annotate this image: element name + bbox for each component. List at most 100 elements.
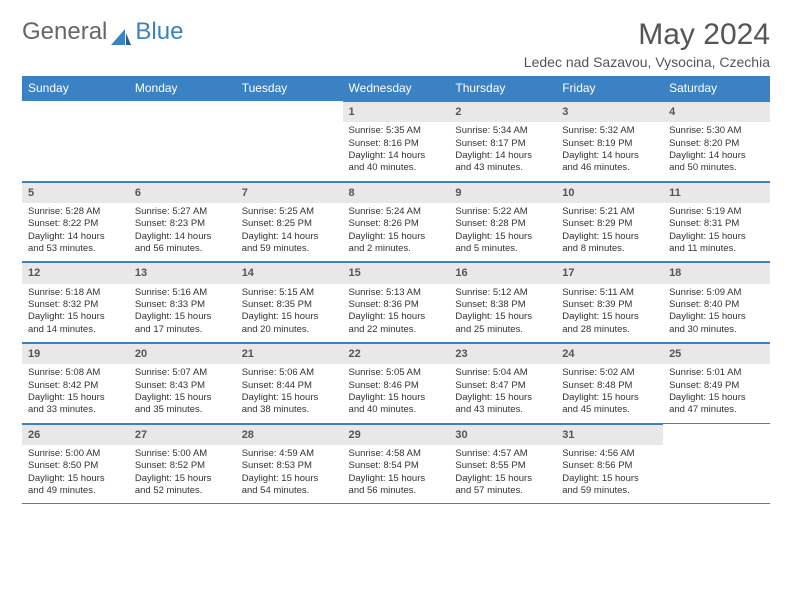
- weekday-header: Wednesday: [343, 76, 450, 101]
- sunset-line: Sunset: 8:25 PM: [242, 218, 312, 229]
- calendar-day-cell: 29Sunrise: 4:58 AMSunset: 8:54 PMDayligh…: [343, 423, 450, 504]
- calendar-day-cell: 13Sunrise: 5:16 AMSunset: 8:33 PMDayligh…: [129, 262, 236, 343]
- sunset-line: Sunset: 8:44 PM: [242, 380, 312, 391]
- daylight-line: Daylight: 15 hours and 11 minutes.: [669, 231, 746, 254]
- sunrise-line: Sunrise: 5:34 AM: [455, 125, 527, 136]
- day-number: 28: [236, 424, 343, 445]
- sunset-line: Sunset: 8:20 PM: [669, 138, 739, 149]
- sunrise-line: Sunrise: 5:30 AM: [669, 125, 741, 136]
- sunrise-line: Sunrise: 5:02 AM: [562, 367, 634, 378]
- sunset-line: Sunset: 8:49 PM: [669, 380, 739, 391]
- day-details: Sunrise: 5:19 AMSunset: 8:31 PMDaylight:…: [663, 203, 770, 261]
- sunset-line: Sunset: 8:29 PM: [562, 218, 632, 229]
- day-details: Sunrise: 5:34 AM Sunset: 8:17 PMDaylight:…: [449, 122, 556, 180]
- daylight-line: Daylight: 15 hours and 33 minutes.: [28, 392, 105, 415]
- sunset-line: Sunset: 8:17 PM: [455, 138, 525, 149]
- day-details: Sunrise: 4:58 AMSunset: 8:54 PMDaylight:…: [343, 445, 450, 503]
- calendar-day-cell: 24Sunrise: 5:02 AMSunset: 8:48 PMDayligh…: [556, 343, 663, 424]
- day-number: 4: [663, 101, 770, 122]
- daylight-line: Daylight: 15 hours and 54 minutes.: [242, 473, 319, 496]
- day-details: Sunrise: 5:28 AMSunset: 8:22 PMDaylight:…: [22, 203, 129, 261]
- calendar-week-row: 12Sunrise: 5:18 AMSunset: 8:32 PMDayligh…: [22, 262, 770, 343]
- calendar-day-cell: 8Sunrise: 5:24 AMSunset: 8:26 PMDaylight…: [343, 181, 450, 262]
- day-details: Sunrise: 5:32 AMSunset: 8:19 PMDaylight:…: [556, 122, 663, 180]
- calendar-empty-cell: [129, 101, 236, 182]
- daylight-line: Daylight: 15 hours and 49 minutes.: [28, 473, 105, 496]
- calendar-week-row: 5Sunrise: 5:28 AMSunset: 8:22 PMDaylight…: [22, 181, 770, 262]
- daylight-line: Daylight: 14 hours and 56 minutes.: [135, 231, 212, 254]
- weekday-header: Saturday: [663, 76, 770, 101]
- sunset-line: Sunset: 8:52 PM: [135, 460, 205, 471]
- day-details: Sunrise: 5:18 AMSunset: 8:32 PMDaylight:…: [22, 284, 129, 342]
- daylight-line: Daylight: 15 hours and 59 minutes.: [562, 473, 639, 496]
- sunrise-line: Sunrise: 5:18 AM: [28, 287, 100, 298]
- daylight-line: Daylight: 14 hours and 43 minutes.: [455, 150, 532, 173]
- day-details: Sunrise: 5:08 AMSunset: 8:42 PMDaylight:…: [22, 364, 129, 422]
- day-details: Sunrise: 5:35 AM Sunset: 8:16 PMDaylight:…: [343, 122, 450, 180]
- day-number: 26: [22, 424, 129, 445]
- weekday-header-row: SundayMondayTuesdayWednesdayThursdayFrid…: [22, 76, 770, 101]
- sunset-line: Sunset: 8:16 PM: [349, 138, 419, 149]
- calendar-day-cell: 10Sunrise: 5:21 AMSunset: 8:29 PMDayligh…: [556, 181, 663, 262]
- calendar-day-cell: 3Sunrise: 5:32 AMSunset: 8:19 PMDaylight…: [556, 101, 663, 182]
- sunset-line: Sunset: 8:43 PM: [135, 380, 205, 391]
- sunset-line: Sunset: 8:28 PM: [455, 218, 525, 229]
- sunrise-line: Sunrise: 5:09 AM: [669, 287, 741, 298]
- day-number: 11: [663, 182, 770, 203]
- day-details: Sunrise: 5:04 AMSunset: 8:47 PMDaylight:…: [449, 364, 556, 422]
- day-details: Sunrise: 5:27 AMSunset: 8:23 PMDaylight:…: [129, 203, 236, 261]
- calendar-day-cell: 30Sunrise: 4:57 AMSunset: 8:55 PMDayligh…: [449, 423, 556, 504]
- day-details: Sunrise: 4:57 AMSunset: 8:55 PMDaylight:…: [449, 445, 556, 503]
- day-details: Sunrise: 4:59 AMSunset: 8:53 PMDaylight:…: [236, 445, 343, 503]
- day-number: 6: [129, 182, 236, 203]
- day-number: 14: [236, 262, 343, 283]
- calendar-week-row: 1Sunrise: 5:35 AMSunset: 8:16 PMDaylight…: [22, 101, 770, 182]
- day-number: 18: [663, 262, 770, 283]
- day-details: Sunrise: 4:56 AMSunset: 8:56 PMDaylight:…: [556, 445, 663, 503]
- day-number: 29: [343, 424, 450, 445]
- day-details: Sunrise: 5:12 AMSunset: 8:38 PMDaylight:…: [449, 284, 556, 342]
- sunset-line: Sunset: 8:22 PM: [28, 218, 98, 229]
- sunrise-line: Sunrise: 5:08 AM: [28, 367, 100, 378]
- day-number: 15: [343, 262, 450, 283]
- sunset-line: Sunset: 8:55 PM: [455, 460, 525, 471]
- sunset-line: Sunset: 8:48 PM: [562, 380, 632, 391]
- calendar-day-cell: 2Sunrise: 5:34 AMSunset: 8:17 PMDaylight…: [449, 101, 556, 182]
- day-number: 21: [236, 343, 343, 364]
- day-number: 9: [449, 182, 556, 203]
- daylight-line: Daylight: 15 hours and 45 minutes.: [562, 392, 639, 415]
- calendar-week-row: 26Sunrise: 5:00 AMSunset: 8:50 PMDayligh…: [22, 423, 770, 504]
- day-number: 20: [129, 343, 236, 364]
- sunrise-line: Sunrise: 5:35 AM: [349, 125, 421, 136]
- day-details: Sunrise: 5:21 AMSunset: 8:29 PMDaylight:…: [556, 203, 663, 261]
- day-details: Sunrise: 5:16 AMSunset: 8:33 PMDaylight:…: [129, 284, 236, 342]
- month-title: May 2024: [524, 18, 770, 52]
- day-details: Sunrise: 5:06 AMSunset: 8:44 PMDaylight:…: [236, 364, 343, 422]
- sunrise-line: Sunrise: 5:07 AM: [135, 367, 207, 378]
- day-number: 12: [22, 262, 129, 283]
- sunset-line: Sunset: 8:38 PM: [455, 299, 525, 310]
- day-number: 1: [343, 101, 450, 122]
- sunset-line: Sunset: 8:19 PM: [562, 138, 632, 149]
- day-details: Sunrise: 5:15 AMSunset: 8:35 PMDaylight:…: [236, 284, 343, 342]
- daylight-line: Daylight: 14 hours and 40 minutes.: [349, 150, 426, 173]
- sunrise-line: Sunrise: 5:00 AM: [28, 448, 100, 459]
- calendar-day-cell: 4Sunrise: 5:30 AMSunset: 8:20 PMDaylight…: [663, 101, 770, 182]
- calendar-day-cell: 9Sunrise: 5:22 AMSunset: 8:28 PMDaylight…: [449, 181, 556, 262]
- sunrise-line: Sunrise: 5:19 AM: [669, 206, 741, 217]
- location: Ledec nad Sazavou, Vysocina, Czechia: [524, 54, 770, 70]
- sunrise-line: Sunrise: 5:04 AM: [455, 367, 527, 378]
- calendar-day-cell: 19Sunrise: 5:08 AMSunset: 8:42 PMDayligh…: [22, 343, 129, 424]
- sunrise-line: Sunrise: 5:27 AM: [135, 206, 207, 217]
- daylight-line: Daylight: 15 hours and 8 minutes.: [562, 231, 639, 254]
- calendar-day-cell: 6Sunrise: 5:27 AMSunset: 8:23 PMDaylight…: [129, 181, 236, 262]
- calendar-day-cell: 11Sunrise: 5:19 AMSunset: 8:31 PMDayligh…: [663, 181, 770, 262]
- sunset-line: Sunset: 8:47 PM: [455, 380, 525, 391]
- sunrise-line: Sunrise: 5:25 AM: [242, 206, 314, 217]
- day-details: Sunrise: 5:01 AMSunset: 8:49 PMDaylight:…: [663, 364, 770, 422]
- calendar-day-cell: 12Sunrise: 5:18 AMSunset: 8:32 PMDayligh…: [22, 262, 129, 343]
- calendar-day-cell: 21Sunrise: 5:06 AMSunset: 8:44 PMDayligh…: [236, 343, 343, 424]
- weekday-header: Sunday: [22, 76, 129, 101]
- sunrise-line: Sunrise: 5:32 AM: [562, 125, 634, 136]
- day-number: 7: [236, 182, 343, 203]
